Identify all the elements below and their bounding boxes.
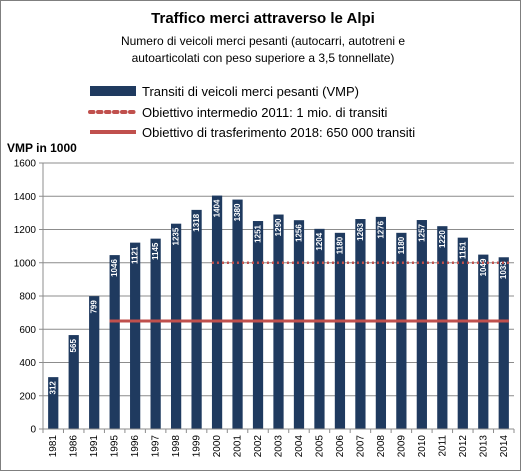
bar-2001 [232,199,243,429]
x-tick-label-2000: 2000 [212,435,223,458]
chart-subtitle-line-2: autoarticolati con peso superiore a 3,5 … [132,51,395,65]
bar-2014 [498,257,509,429]
data-label-1995: 1046 [110,259,119,277]
data-label-2005: 1204 [315,232,324,250]
bar-1991 [89,296,100,429]
bar-2006 [334,232,346,429]
legend-swatch-bars [90,86,136,96]
x-tick-label-2002: 2002 [253,435,264,458]
x-tick-label-2008: 2008 [376,435,387,458]
bar-2009 [396,232,407,429]
data-label-2000: 1404 [213,199,222,217]
x-tick-label-1998: 1998 [171,435,182,458]
x-tick-label-2001: 2001 [233,435,244,458]
data-label-2014: 1033 [499,261,508,279]
bar-2005 [314,228,325,429]
data-label-2003: 1290 [274,218,283,236]
data-label-2010: 1257 [417,223,426,241]
chart-subtitle-line-1: Numero di veicoli merci pesanti (autocar… [121,34,405,48]
x-tick-label-1986: 1986 [69,435,80,458]
bar-2013 [478,254,489,429]
x-tick-label-2010: 2010 [417,435,428,458]
y-tick-label: 1400 [14,192,37,203]
bar-1986 [68,335,79,429]
y-tick-label: 0 [30,425,36,436]
data-label-2008: 1276 [376,220,385,238]
x-tick-label-2013: 2013 [478,435,489,458]
x-tick-label-2004: 2004 [294,435,305,458]
y-tick-label: 1000 [14,258,37,269]
data-label-2013: 1049 [479,258,488,276]
data-label-2006: 1180 [335,236,344,254]
bar-2008 [375,216,387,429]
bar-1996 [130,242,141,429]
axes [42,163,514,430]
x-tick-label-2007: 2007 [355,435,366,458]
data-label-2002: 1251 [254,224,263,242]
bar-1997 [150,238,161,429]
data-label-1986: 565 [69,339,78,353]
x-tick-label-1995: 1995 [110,435,121,458]
bar-1981 [48,377,59,429]
data-label-1981: 312 [49,381,58,395]
y-tick-label: 600 [19,325,36,336]
legend-label-transfer-target: Obiettivo di trasferimento 2018: 650 000… [142,125,415,140]
y-tick-label: 200 [19,391,36,402]
data-label-1999: 1318 [192,213,201,231]
x-tick-label-1981: 1981 [48,435,59,458]
data-label-2009: 1180 [397,236,406,254]
x-axis-ticks: 1981 1986 1991 1995 1996 1997 1998 1999 2000 2001… [42,429,515,458]
legend-label-intermediate-target: Obiettivo intermedio 2011: 1 mio. di tra… [142,105,388,120]
bar-1995 [109,255,120,429]
x-tick-label-2003: 2003 [274,435,285,458]
x-tick-label-2011: 2011 [437,435,448,457]
data-label-1991: 799 [90,300,99,314]
bar-1998 [170,223,182,429]
y-tick-label: 400 [19,358,36,369]
legend-label-bars: Transiti di veicoli merci pesanti (VMP) [142,84,359,99]
y-tick-label: 1600 [14,159,37,170]
legend: Transiti di veicoli merci pesanti (VMP) … [88,84,415,140]
data-label-2001: 1380 [233,203,242,221]
x-tick-label-2009: 2009 [396,435,407,458]
x-tick-label-2012: 2012 [458,435,469,458]
data-label-1998: 1235 [172,227,181,245]
x-tick-label-1999: 1999 [192,435,203,458]
bar-2012 [457,237,468,429]
bar-2007 [355,219,366,429]
data-label-2012: 1151 [458,241,467,259]
y-axis-ticks: 0 200 400 600 800 1000 1200 1400 1600 [14,159,43,436]
target-lines [109,261,509,323]
data-label-1997: 1145 [151,242,160,260]
x-tick-label-1991: 1991 [89,435,100,458]
x-tick-label-2014: 2014 [499,435,510,458]
bar-2000 [211,195,223,429]
bar-2002 [252,221,264,429]
x-tick-label-2006: 2006 [335,435,346,458]
bar-2004 [293,220,305,429]
x-tick-label-1996: 1996 [130,435,141,458]
bar-data-labels: 312 565 799 1046 1121 1145 1235 1318 1404 1380 125… [49,199,509,394]
data-label-2011: 1220 [438,230,447,248]
data-label-1996: 1121 [131,246,140,264]
data-label-2004: 1256 [294,224,303,242]
bar-2010 [416,220,427,429]
y-tick-label: 800 [19,292,36,303]
x-tick-label-2005: 2005 [314,435,325,458]
y-axis-label: VMP in 1000 [7,141,77,155]
data-label-2007: 1263 [356,222,365,240]
bar-2011 [437,226,448,429]
chart-title: Traffico merci attraverso le Alpi [151,10,375,27]
y-tick-label: 1200 [14,225,37,236]
x-tick-label-1997: 1997 [151,435,162,458]
